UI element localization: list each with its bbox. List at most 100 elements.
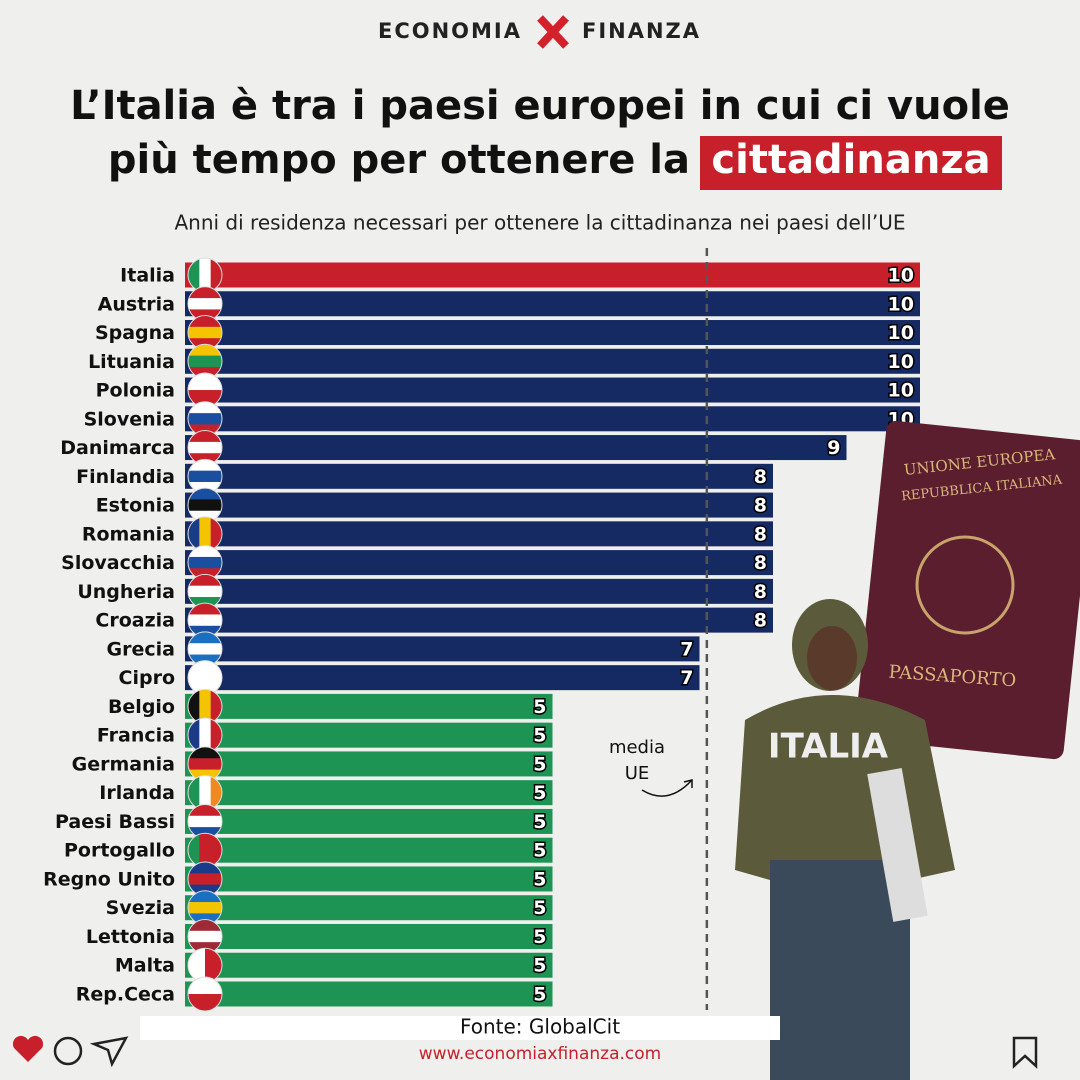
value-label: 9 [827,437,840,459]
reference-label: media [609,737,665,758]
category-label: Malta [115,955,175,977]
value-label: 5 [533,926,546,948]
category-label: Spagna [95,322,175,344]
bar [185,665,700,691]
flag-stripe [199,516,212,551]
flag-stripe [188,344,222,357]
flag-stripe [188,373,222,391]
bar [185,780,553,806]
value-label: 7 [680,667,693,689]
flag-stripe [188,413,222,425]
flag-stripe [188,746,222,759]
value-label: 8 [754,495,767,517]
sweatshirt-text: ITALIA [768,727,889,767]
flag-stripe [188,977,222,995]
value-label: 10 [888,351,914,373]
flag-stripe [188,614,222,627]
flag-stripe [188,718,200,753]
bar [185,722,553,748]
flag-stripe [188,430,222,443]
category-label: Rep.Ceca [76,984,175,1006]
brand-x [537,15,569,49]
bar [185,492,773,518]
flag-stripe [188,459,222,472]
flag-stripe [188,488,222,500]
flag-stripe [188,499,222,512]
flag-stripe [188,470,222,483]
category-label: Grecia [107,638,175,660]
value-label: 10 [888,322,914,344]
value-label: 8 [754,523,767,545]
bar [185,578,773,604]
value-label: 8 [754,581,767,603]
value-label: 5 [533,753,546,775]
flag-border [187,976,223,1012]
value-label: 5 [533,984,546,1006]
bar [185,262,920,288]
bar [185,808,553,834]
brand-right: FINANZA [582,19,701,43]
bar [185,981,553,1007]
flag-stripe [210,775,222,810]
flag-stripe [188,815,222,828]
flag-stripe [188,516,200,551]
flag-stripe [188,833,200,868]
flag-stripe [199,718,212,753]
category-label: Danimarca [60,437,175,459]
reference-label: UE [625,763,650,784]
flag-stripe [188,804,222,817]
bar [185,895,553,921]
value-label: 5 [533,725,546,747]
title-highlight: cittadinanza [711,137,990,183]
flag-stripe [188,585,222,598]
category-label: Paesi Bassi [55,811,175,833]
bar [185,435,847,461]
flag-stripe [188,948,206,983]
flag-stripe [188,994,222,1011]
value-label: 5 [533,840,546,862]
flag-stripe [188,390,222,408]
flag-stripe [188,643,222,656]
category-label: Italia [120,265,175,287]
category-label: Slovacchia [61,552,175,574]
flag-stripe [188,315,222,328]
category-label: Irlanda [99,782,175,804]
bar [185,923,553,949]
category-label: Lettonia [86,926,175,948]
flag-stripe [188,355,222,368]
category-label: Ungheria [77,581,175,603]
bar [185,751,553,777]
source: Fonte: GlobalCit [460,1015,620,1039]
value-label: 5 [533,782,546,804]
category-label: Lituania [88,351,175,373]
save-icon[interactable] [1012,1036,1038,1069]
value-label: 5 [533,811,546,833]
bar [185,607,773,633]
flag-stripe [188,902,222,914]
bar [185,406,920,432]
title-line: L’Italia è tra i paesi europei in cui ci… [70,83,1010,129]
flag-stripe [188,286,222,299]
comment-icon[interactable] [53,1036,83,1066]
flag-stripe [188,401,222,414]
flag-stripe [188,890,222,903]
website: www.economiaxfinanza.com [419,1044,661,1064]
flag-stripe [199,775,212,810]
bar [185,693,553,719]
flag-stripe [210,258,222,292]
value-label: 8 [754,610,767,632]
source-bg [140,1016,780,1040]
category-label: Belgio [108,696,175,718]
category-label: Cipro [119,667,175,689]
flag-stripe [188,603,222,615]
bar [185,837,553,863]
bar [185,348,920,374]
share-icon[interactable] [89,1036,129,1068]
category-label: Austria [98,293,175,315]
bar [185,866,553,892]
value-label: 10 [888,380,914,402]
like-icon[interactable] [12,1035,44,1062]
flag-stripe [210,718,222,753]
flag-stripe [205,948,222,983]
